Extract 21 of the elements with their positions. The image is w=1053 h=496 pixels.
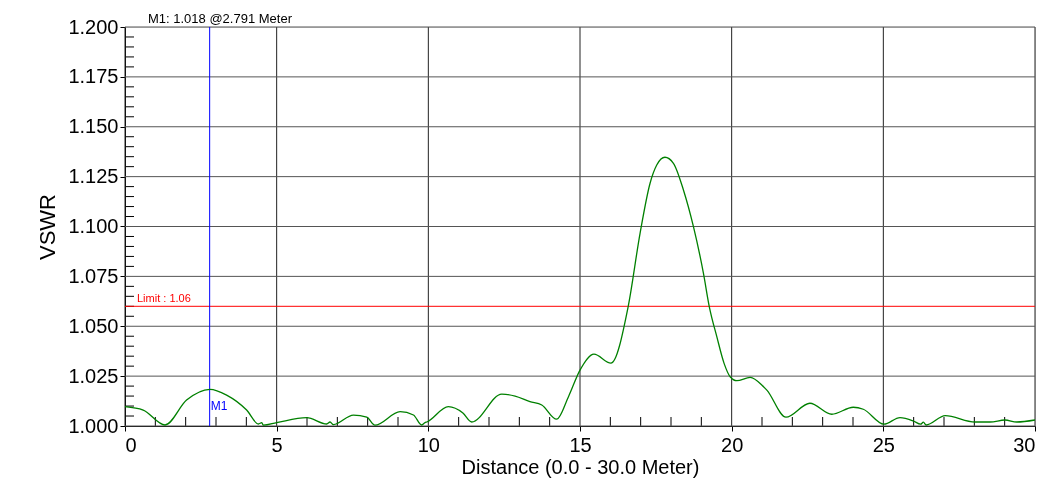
x-tick-label: 30 xyxy=(1013,433,1036,456)
x-tick-label: 5 xyxy=(271,433,283,456)
x-tick-label: 20 xyxy=(721,433,744,456)
text: M1: 1.018 @2.791 Meter xyxy=(148,11,293,26)
x-axis-title: Distance (0.0 - 30.0 Meter) xyxy=(461,455,700,478)
y-tick-label: 1.025 xyxy=(68,364,119,387)
y-tick-label: 1.050 xyxy=(68,314,119,337)
y-tick-label: 1.125 xyxy=(68,165,119,188)
y-tick-label: 1.175 xyxy=(68,65,119,88)
x-tick-label: 25 xyxy=(872,433,895,456)
ref-line-label: M1 xyxy=(210,399,228,413)
y-tick-label: 1.075 xyxy=(68,264,119,287)
y-tick-label: 1.100 xyxy=(68,215,119,237)
y-axis-title: VSWR xyxy=(35,194,61,260)
x-tick-label: 10 xyxy=(417,433,440,456)
ref-line-label: Limit : 1.06 xyxy=(137,292,191,305)
y-tick-label: 1.000 xyxy=(68,414,119,437)
x-tick-label: 0 xyxy=(125,433,137,456)
y-tick-label: 1.150 xyxy=(68,115,119,138)
x-tick-label: 15 xyxy=(569,433,592,456)
y-tick-label: 1.200 xyxy=(68,15,119,38)
